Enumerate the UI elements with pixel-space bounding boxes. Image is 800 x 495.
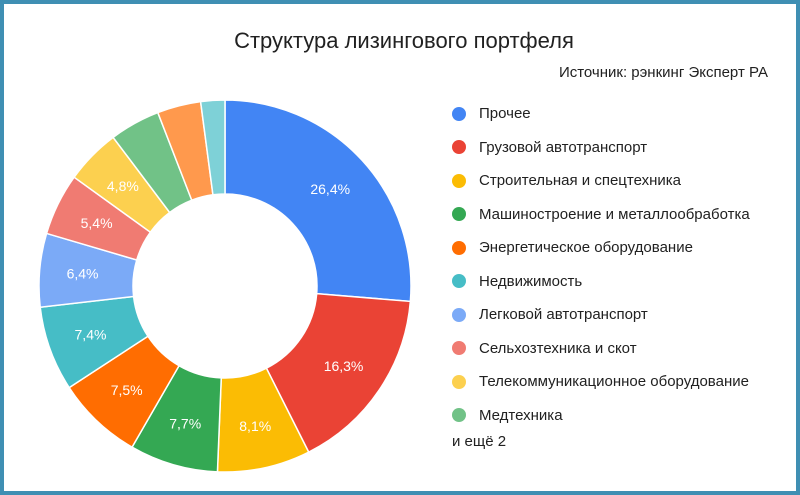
legend-label: Грузовой автотранспорт <box>479 138 648 156</box>
legend-swatch <box>452 341 466 356</box>
legend-swatch <box>452 274 466 289</box>
donut-slice-0[interactable] <box>224 99 412 303</box>
slice-label-3: 7,7% <box>169 415 201 431</box>
chart-legend: Прочее Грузовой автотранспорт Строительная… <box>452 97 750 432</box>
legend-swatch <box>452 240 466 255</box>
legend-label: Телекоммуникационное оборудование <box>479 373 749 391</box>
legend-item[interactable]: Строительная и спецтехника <box>452 164 750 198</box>
slice-label-0: 26,4% <box>310 181 350 197</box>
donut-slice-1[interactable] <box>265 292 412 454</box>
legend-swatch <box>452 173 466 188</box>
legend-item[interactable]: Медтехника <box>452 399 750 433</box>
legend-item[interactable]: Сельхозтехника и скот <box>452 332 750 366</box>
legend-more-link[interactable]: и ещё 2 <box>452 433 507 450</box>
slice-label-4: 7,5% <box>111 382 143 398</box>
legend-swatch <box>452 207 466 222</box>
legend-item[interactable]: Грузовой автотранспорт <box>452 131 750 165</box>
slice-label-6: 6,4% <box>67 266 99 282</box>
legend-item[interactable]: Машиностроение и металлообработка <box>452 198 750 232</box>
legend-swatch <box>452 106 466 121</box>
slice-label-5: 7,4% <box>75 327 107 343</box>
legend-item[interactable]: Энергетическое оборудование <box>452 231 750 265</box>
legend-label: Легковой автотранспорт <box>479 306 648 324</box>
slice-label-7: 5,4% <box>81 215 113 231</box>
legend-item[interactable]: Прочее <box>452 97 750 131</box>
chart-subtitle: Источник: рэнкинг Эксперт РА <box>558 64 768 81</box>
slice-label-8: 4,8% <box>107 178 139 194</box>
legend-label: Сельхозтехника и скот <box>479 339 637 357</box>
legend-label: Медтехника <box>479 406 563 424</box>
donut-slice-11[interactable] <box>199 99 226 196</box>
legend-swatch <box>452 374 466 389</box>
legend-label: Недвижимость <box>479 272 583 290</box>
slice-label-1: 16,3% <box>324 358 364 374</box>
legend-label: Строительная и спецтехника <box>479 172 682 190</box>
legend-item[interactable]: Легковой автотранспорт <box>452 298 750 332</box>
legend-swatch <box>452 408 466 423</box>
legend-label: Машиностроение и металлообработка <box>479 205 750 223</box>
legend-item[interactable]: Недвижимость <box>452 265 750 299</box>
slice-label-2: 8,1% <box>239 418 271 434</box>
legend-label: Энергетическое оборудование <box>479 239 693 257</box>
legend-swatch <box>452 307 466 322</box>
legend-swatch <box>452 140 466 155</box>
legend-item[interactable]: Телекоммуникационное оборудование <box>452 365 750 399</box>
chart-title: Структура лизингового портфеля <box>234 28 574 53</box>
legend-label: Прочее <box>479 105 531 123</box>
